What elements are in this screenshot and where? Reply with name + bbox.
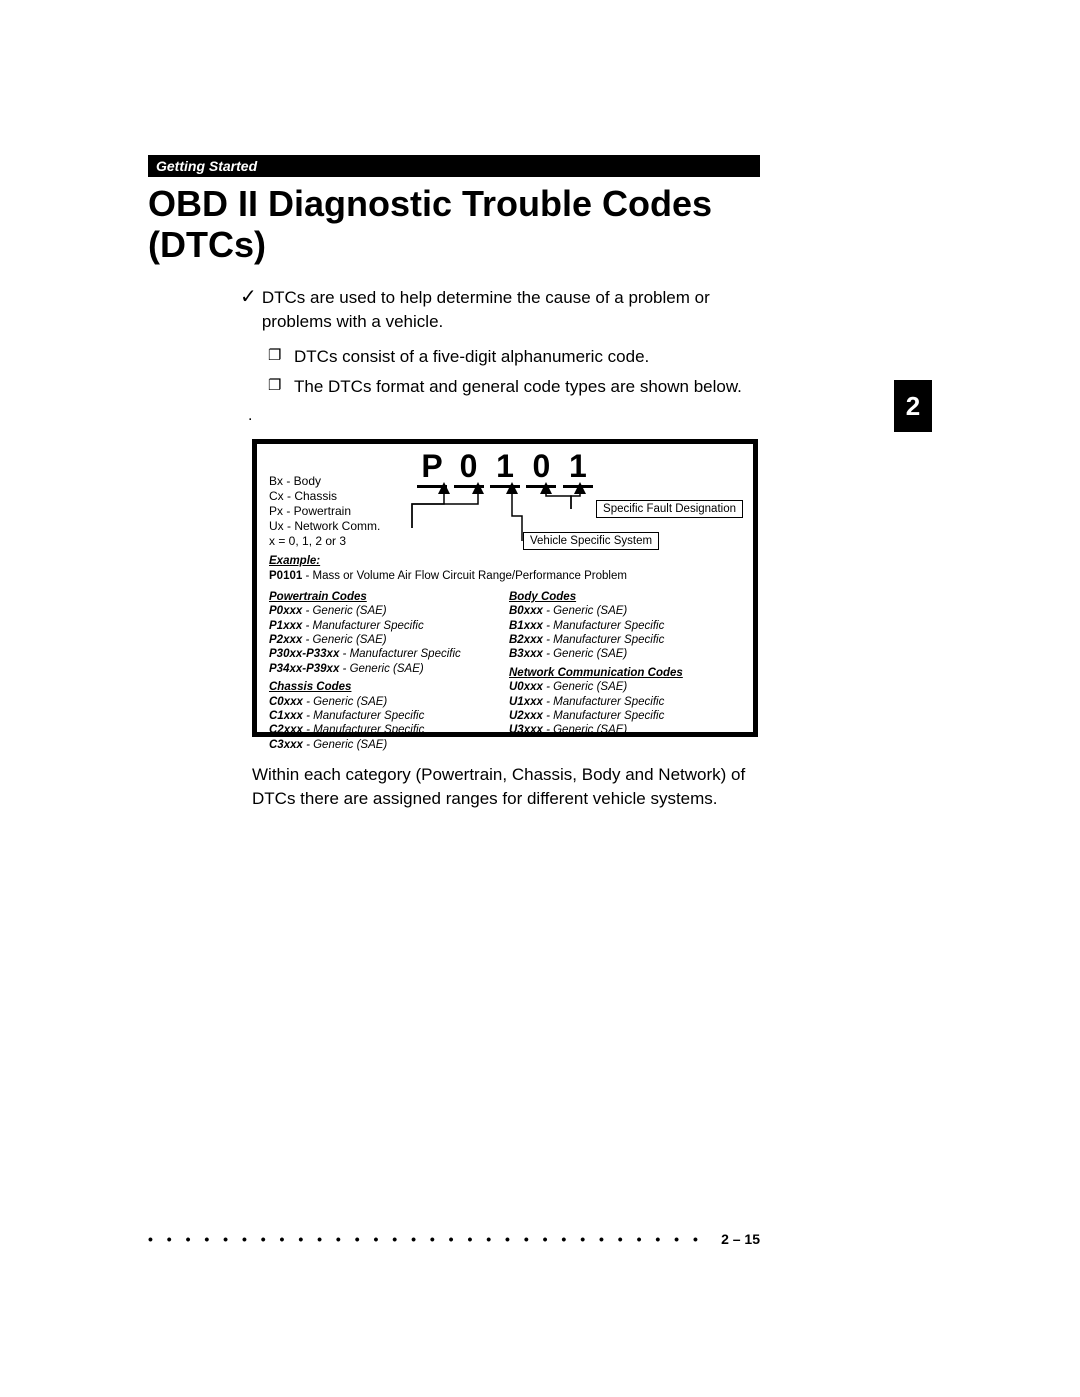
category-heading: Body Codes: [509, 590, 749, 604]
left-column: Powertrain Codes P0xxx - Generic (SAE) P…: [269, 586, 509, 752]
legend-line: Cx - Chassis: [269, 489, 380, 504]
page-footer: • • • • • • • • • • • • • • • • • • • • …: [148, 1231, 760, 1247]
code-line: B0xxx - Generic (SAE): [509, 604, 749, 618]
legend-line: Px - Powertrain: [269, 504, 380, 519]
category-heading: Chassis Codes: [269, 680, 509, 694]
page-number: 2 – 15: [711, 1231, 760, 1247]
pointer-label-fault: Specific Fault Designation: [596, 500, 743, 518]
code-char: P: [417, 448, 447, 488]
check-icon: ✓: [240, 286, 262, 308]
code-line: C3xxx - Generic (SAE): [269, 738, 509, 752]
body-paragraph: Within each category (Powertrain, Chassi…: [252, 763, 758, 811]
box-icon: ❐: [268, 375, 294, 396]
code-char: 1: [563, 448, 593, 488]
example-text: - Mass or Volume Air Flow Circuit Range/…: [302, 570, 627, 582]
code-line: P0xxx - Generic (SAE): [269, 604, 509, 618]
category-heading: Powertrain Codes: [269, 590, 509, 604]
code-line: U0xxx - Generic (SAE): [509, 680, 749, 694]
code-line: C2xxx - Manufacturer Specific: [269, 723, 509, 737]
bullet-check: ✓ DTCs are used to help determine the ca…: [240, 286, 756, 334]
code-line: P30xx-P33xx - Manufacturer Specific: [269, 647, 509, 661]
example-label: Example:: [269, 555, 320, 567]
code-line: C1xxx - Manufacturer Specific: [269, 709, 509, 723]
sub-bullet: ❐ DTCs consist of a five-digit alphanume…: [268, 345, 756, 369]
code-line: B3xxx - Generic (SAE): [509, 647, 749, 661]
code-char: 1: [490, 448, 520, 488]
legend-line: x = 0, 1, 2 or 3: [269, 534, 380, 549]
bullet-text: DTCs consist of a five-digit alphanumeri…: [294, 345, 649, 369]
code-line: P34xx-P39xx - Generic (SAE): [269, 662, 509, 676]
bullet-list: ✓ DTCs are used to help determine the ca…: [240, 286, 756, 399]
chapter-tab: 2: [894, 380, 932, 432]
code-line: U2xxx - Manufacturer Specific: [509, 709, 749, 723]
right-column: Body Codes B0xxx - Generic (SAE) B1xxx -…: [509, 586, 749, 752]
pointer-label-system: Vehicle Specific System: [523, 532, 659, 550]
bullet-text: DTCs are used to help determine the caus…: [262, 286, 756, 334]
lone-period: .: [248, 407, 932, 425]
code-line: U1xxx - Manufacturer Specific: [509, 695, 749, 709]
dtc-figure: P 0 1 0 1 Bx - Body Cx - Chassis Px - Po…: [252, 439, 758, 737]
code-columns: Powertrain Codes P0xxx - Generic (SAE) P…: [269, 586, 749, 752]
code-line: B2xxx - Manufacturer Specific: [509, 633, 749, 647]
sub-bullet: ❐ The DTCs format and general code types…: [268, 375, 756, 399]
section-header-bar: Getting Started: [148, 155, 760, 177]
page-title: OBD II Diagnostic Trouble Codes (DTCs): [148, 183, 760, 266]
code-char: 0: [526, 448, 556, 488]
code-line: B1xxx - Manufacturer Specific: [509, 619, 749, 633]
code-char: 0: [454, 448, 484, 488]
example-block: Example: P0101 - Mass or Volume Air Flow…: [269, 554, 749, 584]
category-heading: Network Communication Codes: [509, 666, 749, 680]
bullet-text: The DTCs format and general code types a…: [294, 375, 742, 399]
code-line: C0xxx - Generic (SAE): [269, 695, 509, 709]
code-line: P2xxx - Generic (SAE): [269, 633, 509, 647]
code-line: P1xxx - Manufacturer Specific: [269, 619, 509, 633]
box-icon: ❐: [268, 345, 294, 366]
code-legend: Bx - Body Cx - Chassis Px - Powertrain U…: [269, 474, 380, 549]
code-line: U3xxx - Generic (SAE): [509, 723, 749, 737]
legend-line: Bx - Body: [269, 474, 380, 489]
example-code: P0101: [269, 570, 302, 582]
page-content: Getting Started OBD II Diagnostic Troubl…: [148, 155, 932, 811]
legend-line: Ux - Network Comm.: [269, 519, 380, 534]
leader-dots: • • • • • • • • • • • • • • • • • • • • …: [148, 1231, 711, 1247]
